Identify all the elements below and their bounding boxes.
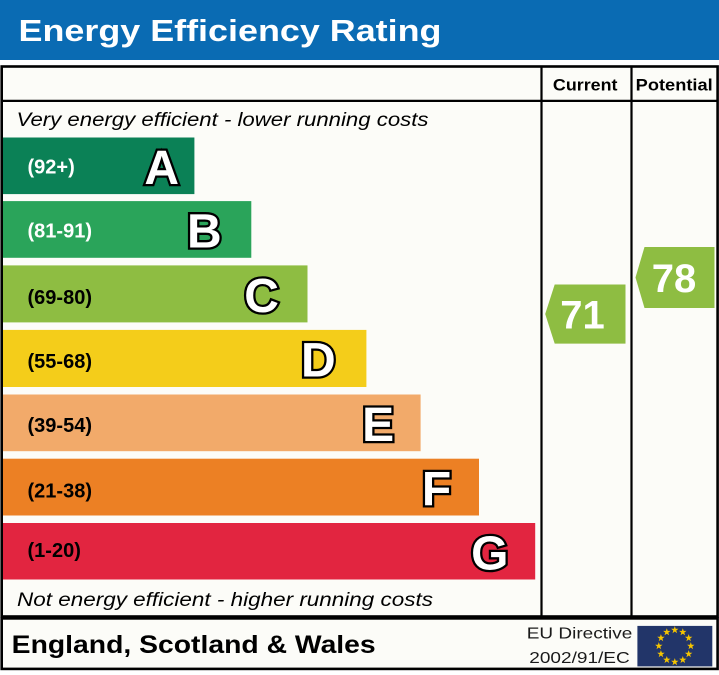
svg-text:78: 78: [652, 257, 697, 301]
svg-text:(1-20): (1-20): [28, 540, 81, 562]
svg-text:England, Scotland & Wales: England, Scotland & Wales: [12, 631, 376, 659]
svg-text:D: D: [301, 334, 336, 387]
svg-text:E: E: [362, 399, 394, 452]
svg-text:A: A: [144, 142, 179, 195]
svg-text:Energy Efficiency Rating: Energy Efficiency Rating: [19, 13, 442, 48]
svg-text:(21-38): (21-38): [28, 480, 92, 502]
svg-text:(39-54): (39-54): [28, 415, 92, 437]
svg-text:G: G: [471, 527, 508, 580]
svg-text:(81-91): (81-91): [28, 220, 92, 242]
svg-text:Current: Current: [553, 75, 618, 94]
svg-text:F: F: [422, 463, 451, 516]
svg-text:(92+): (92+): [28, 157, 75, 179]
svg-text:Not energy efficient - higher: Not energy efficient - higher running co…: [17, 589, 433, 611]
svg-text:(55-68): (55-68): [28, 351, 92, 373]
svg-text:EU Directive: EU Directive: [527, 626, 633, 643]
svg-text:B: B: [187, 205, 222, 258]
svg-text:Potential: Potential: [636, 75, 713, 94]
svg-text:(69-80): (69-80): [28, 287, 92, 309]
svg-text:2002/91/EC: 2002/91/EC: [529, 650, 630, 667]
svg-text:C: C: [244, 270, 279, 323]
svg-text:Very energy efficient - lower: Very energy efficient - lower running co…: [17, 109, 429, 131]
svg-text:71: 71: [560, 293, 605, 337]
